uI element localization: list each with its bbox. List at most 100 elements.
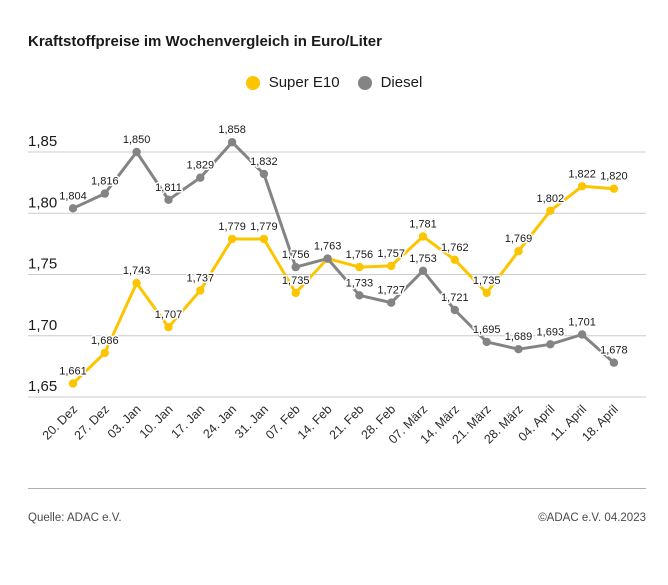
point-label-super-e10: 1,757 [377,248,405,260]
chart-legend: Super E10 Diesel [0,74,668,91]
point-label-super-e10: 1,820 [600,171,628,183]
data-point-super-e10 [609,184,619,193]
data-point-super-e10 [450,255,459,264]
point-label-diesel: 1,756 [282,249,310,261]
y-axis-labels: 1,85 1,80 1,75 1,70 1,65 [28,133,57,395]
data-point-super-e10 [227,234,237,244]
point-label-super-e10: 1,737 [187,272,215,284]
data-point-super-e10 [68,379,78,388]
point-label-diesel: 1,689 [505,331,533,343]
data-point-super-e10 [259,234,269,244]
point-label-super-e10: 1,735 [282,275,310,287]
x-axis-tick-label: 10. Jan [137,402,176,441]
point-label-super-e10: 1,743 [123,265,151,277]
point-label-diesel: 1,804 [59,190,87,202]
data-point-diesel [323,254,332,263]
point-label-diesel: 1,721 [441,292,469,304]
data-point-diesel [68,204,78,213]
data-point-super-e10 [387,261,396,271]
y-axis-tick-label: 1,85 [28,133,57,150]
x-axis-tick-label: 21. Feb [327,402,367,442]
point-label-diesel: 1,727 [377,285,405,297]
point-labels: 1,661 1,686 1,743 1,707 1,737 1,779 1,779 1,735… [58,123,629,379]
y-axis-tick-label: 1,65 [28,378,57,395]
data-point-super-e10 [291,288,300,298]
point-label-diesel: 1,678 [600,345,628,357]
source-note: Quelle: ADAC e.V. [28,512,122,524]
data-point-super-e10 [100,348,110,358]
point-label-diesel: 1,811 [155,182,182,194]
data-point-diesel [259,169,269,179]
point-label-super-e10: 1,762 [441,242,469,254]
data-point-diesel [577,330,587,339]
x-axis-tick-label: 07. Feb [263,402,303,442]
point-label-diesel: 1,753 [409,253,437,265]
data-point-diesel [227,138,237,147]
point-label-diesel: 1,733 [346,277,374,289]
point-label-super-e10: 1,735 [473,275,501,287]
point-label-diesel: 1,832 [250,156,278,168]
point-label-super-e10: 1,769 [505,233,533,245]
point-label-diesel: 1,695 [473,324,501,336]
data-point-diesel [450,305,459,315]
data-point-diesel [164,195,173,204]
data-point-super-e10 [132,278,141,288]
point-label-diesel: 1,816 [91,176,119,188]
point-label-super-e10: 1,686 [91,335,119,347]
point-label-diesel: 1,763 [314,241,342,253]
footer-divider [28,488,646,489]
legend-item-diesel: Diesel [357,74,423,91]
data-point-diesel [355,291,364,300]
y-gridlines [28,151,646,398]
y-axis-tick-label: 1,80 [28,194,57,211]
data-point-diesel [100,189,110,198]
legend-label: Diesel [380,74,423,91]
legend-dot-super-e10 [245,75,260,90]
data-point-diesel [482,337,491,347]
copyright-note: ©ADAC e.V. 04.2023 [538,512,646,524]
y-axis-tick-label: 1,75 [28,256,57,273]
series-line-diesel [71,140,616,365]
point-label-super-e10: 1,779 [250,221,278,233]
data-point-super-e10 [355,262,364,272]
y-axis-tick-label: 1,70 [28,317,57,334]
point-label-super-e10: 1,756 [346,249,374,261]
data-point-diesel [609,358,619,367]
point-label-super-e10: 1,802 [537,193,565,205]
data-point-super-e10 [546,206,555,215]
data-point-super-e10 [196,286,205,295]
point-label-diesel: 1,829 [187,160,215,172]
point-label-super-e10: 1,822 [568,168,596,180]
x-axis-tick-label: 14. Feb [295,402,335,442]
series-line-super-e10 [71,184,616,385]
point-label-diesel: 1,858 [218,124,246,136]
data-point-super-e10 [418,232,428,241]
data-point-diesel [196,173,205,182]
legend-label: Super E10 [268,74,340,91]
footer: Quelle: ADAC e.V. ©ADAC e.V. 04.2023 [28,512,646,524]
data-point-diesel [418,266,428,275]
x-axis-tick-label: 03. Jan [105,402,144,441]
data-point-super-e10 [577,182,587,191]
x-axis-tick-label: 24. Jan [200,402,239,441]
data-point-diesel [546,340,555,349]
data-point-diesel [387,298,396,307]
data-point-diesel [132,147,141,157]
data-point-super-e10 [514,247,523,256]
point-label-super-e10: 1,781 [409,219,437,231]
legend-item-super-e10: Super E10 [245,74,340,91]
point-label-super-e10: 1,707 [155,309,183,321]
x-axis-tick-label: 27. Dez [72,402,112,442]
legend-dot-diesel [357,75,372,90]
x-axis-tick-label: 17. Jan [169,402,208,441]
point-label-super-e10: 1,779 [218,221,246,233]
chart-title: Kraftstoffpreise im Wochenvergleich in E… [28,33,382,50]
series-diesel [68,138,619,367]
point-label-diesel: 1,850 [123,134,151,146]
point-label-diesel: 1,701 [568,317,596,329]
point-label-super-e10: 1,661 [59,366,87,378]
data-point-diesel [291,262,300,272]
